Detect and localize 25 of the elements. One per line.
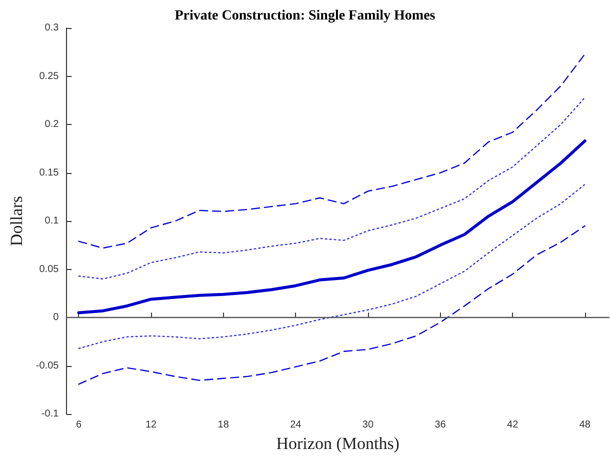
x-tick-label: 36 — [434, 420, 446, 431]
line-series — [78, 96, 586, 280]
line-series — [77, 139, 586, 314]
y-tick-label: -0.05 — [36, 360, 60, 372]
x-axis-title: Horizon (Months) — [276, 434, 400, 453]
line-series — [78, 53, 586, 249]
y-tick-label: 0.25 — [39, 70, 60, 82]
y-tick-label: 0.2 — [44, 119, 60, 130]
x-tick-label: 6 — [76, 420, 82, 431]
x-tick-label: 24 — [290, 420, 302, 431]
chart-title: Private Construction: Single Family Homes — [174, 8, 436, 24]
y-tick-label: -0.1 — [41, 408, 60, 420]
y-axis-title: Dollars — [7, 196, 26, 246]
y-tick-label: 0 — [53, 312, 60, 324]
y-tick-label: 0.05 — [39, 264, 60, 275]
y-tick-label: 0.1 — [44, 216, 60, 227]
x-tick-label: 30 — [362, 420, 374, 431]
x-tick-label: 42 — [507, 420, 519, 431]
y-tick-label: 0.3 — [44, 22, 60, 34]
y-tick-label: 0.15 — [39, 167, 60, 178]
x-tick-label: 48 — [579, 420, 591, 431]
line-series — [78, 184, 586, 350]
x-tick-label: 18 — [218, 420, 230, 431]
line-series — [78, 225, 586, 385]
x-tick-label: 12 — [145, 420, 158, 431]
